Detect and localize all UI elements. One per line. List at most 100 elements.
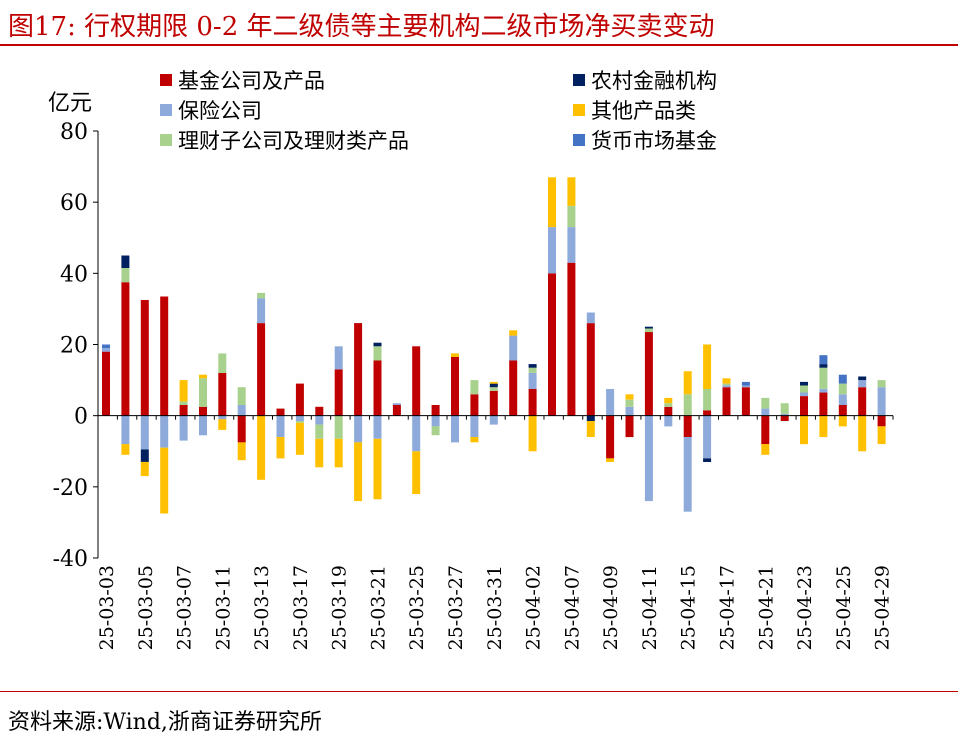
legend-label: 理财子公司及理财类产品 [178,129,409,153]
bar-wealth [470,380,478,394]
x-tick-label: 25-04-15 [678,565,700,650]
legend-swatch [160,134,172,146]
bar-fund [626,416,634,437]
bar-other [509,330,517,335]
bar-insurance [509,336,517,361]
bar-rural [645,327,653,329]
bar-insurance [218,416,226,420]
bar-other [199,375,207,379]
bar-fund [781,416,789,421]
bar-insurance [412,416,420,452]
bar-fund [800,396,808,416]
bar-insurance [664,416,672,427]
bar-other [160,448,168,514]
x-tick-label: 25-04-07 [561,565,583,650]
bar-other [141,462,149,476]
bar-insurance [858,380,866,387]
x-tick-label: 25-03-17 [290,565,312,650]
bar-other [257,416,265,480]
x-tick-label: 25-03-03 [96,565,118,650]
bar-wealth [723,384,731,386]
bar-wealth [626,400,634,407]
x-tick-label: 25-04-02 [523,565,545,650]
bar-insurance [121,416,129,445]
y-tick-label: 20 [60,334,88,359]
bar-other [606,458,614,462]
bar-rural [529,364,537,368]
bar-other [839,416,847,427]
bar-insurance [354,416,362,443]
bar-rural [858,377,866,381]
bar-wealth [839,384,847,395]
bar-insurance [451,416,459,443]
bar-fund [218,373,226,416]
bar-insurance [141,416,149,450]
bar-fund [335,369,343,415]
x-tick-label: 25-03-05 [135,565,157,650]
bar-insurance [819,389,827,393]
bar-wealth [529,368,537,373]
bar-insurance [839,394,847,405]
bar-fund [141,300,149,416]
bar-rural [490,384,498,388]
bar-fund [393,405,401,416]
bar-mmf [102,345,110,349]
bar-mmf [742,382,750,386]
bar-wealth [199,378,207,407]
bar-insurance [199,416,207,436]
y-tick-label: 60 [60,191,88,216]
bar-wealth [703,389,711,410]
bar-wealth [432,426,440,435]
source-note: 资料来源:Wind,浙商证券研究所 [8,704,322,736]
bar-fund [354,323,362,416]
bar-insurance [180,416,188,441]
legend-label: 基金公司及产品 [178,69,325,93]
bar-wealth [374,346,382,360]
bar-other [354,442,362,501]
y-tick-label: -20 [53,476,88,501]
bar-other [374,439,382,500]
bar-fund [199,407,207,416]
legend-label: 农村金融机构 [591,69,717,93]
y-axis-unit: 亿元 [48,91,92,116]
bar-fund [858,387,866,416]
bar-other [218,419,226,430]
bar-fund [121,282,129,415]
bar-other [180,380,188,401]
x-tick-label: 25-04-25 [833,565,855,650]
x-tick-label: 25-03-13 [251,565,273,650]
legend-swatch [160,74,172,86]
x-tick-label: 25-04-23 [794,565,816,650]
bar-fund [819,393,827,416]
bar-mmf [819,355,827,364]
x-tick-label: 25-03-25 [406,565,428,650]
bar-fund [315,407,323,416]
bar-fund [180,405,188,416]
bar-insurance [645,416,653,501]
bar-fund [374,361,382,416]
legend-label: 其他产品类 [591,99,696,123]
bar-wealth [257,293,265,298]
bar-fund [238,416,246,443]
x-tick-label: 25-03-21 [367,565,389,650]
bar-fund [412,346,420,415]
bar-fund [703,410,711,415]
bar-other [761,444,769,455]
x-tick-label: 25-03-31 [484,565,506,650]
bar-other [567,177,575,206]
bar-wealth [781,403,789,414]
bar-insurance [800,393,808,397]
bar-insurance [529,373,537,389]
bar-wealth [121,268,129,282]
bar-other [723,378,731,383]
bar-wealth [238,387,246,405]
bar-fund [839,405,847,416]
bar-fund [160,297,168,416]
bar-fund [432,405,440,416]
bar-wealth [800,385,808,392]
bar-fund [451,357,459,416]
bar-other [238,442,246,460]
bar-other [451,353,459,357]
bar-other [529,416,537,452]
bar-rural [374,343,382,347]
